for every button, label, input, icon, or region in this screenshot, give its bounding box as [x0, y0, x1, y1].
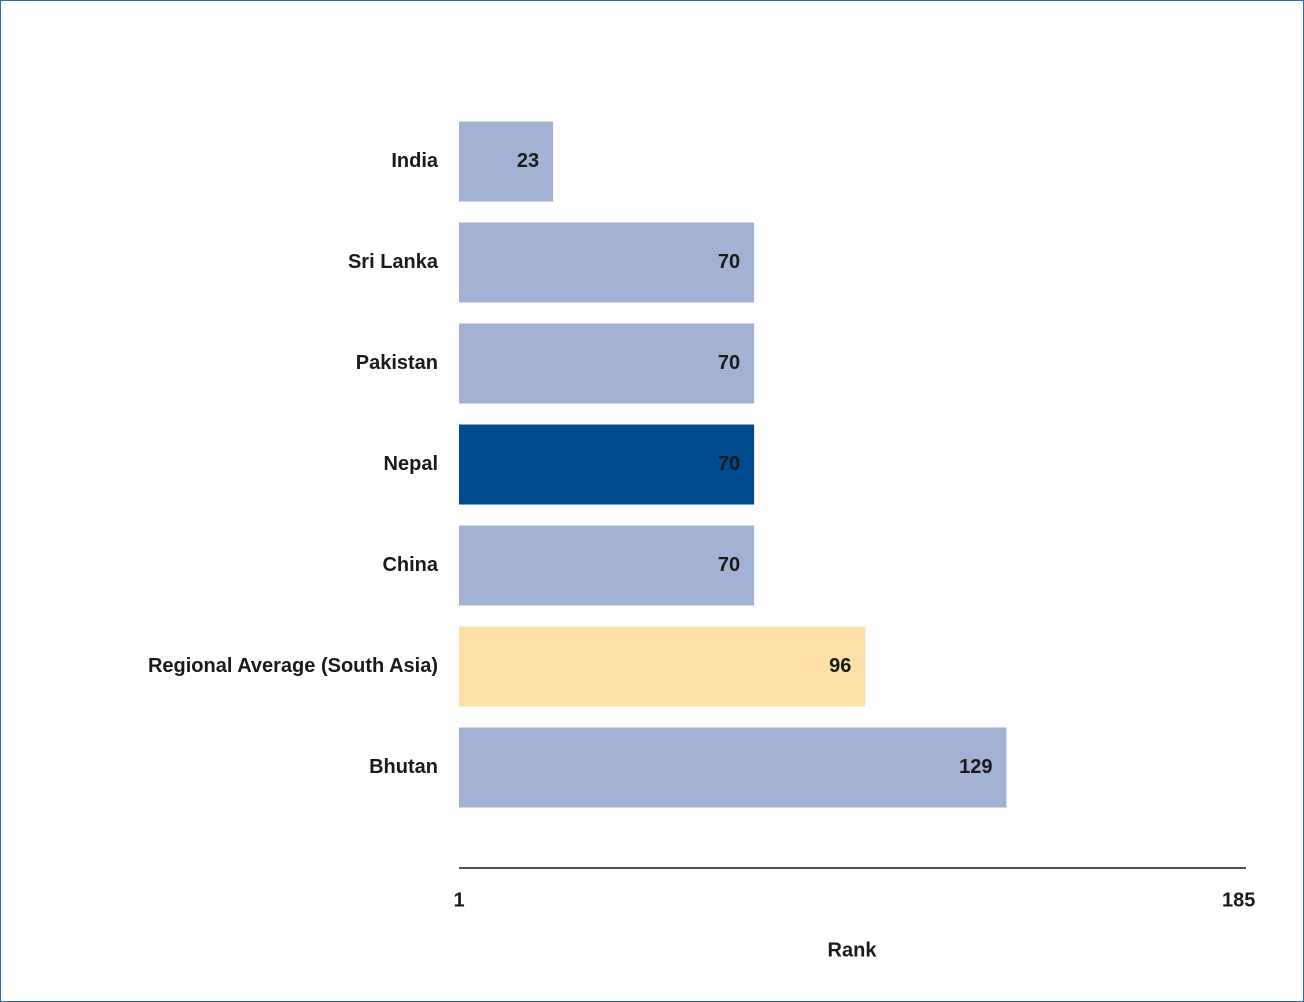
value-label: 70 [718, 251, 740, 273]
category-label: Regional Average (South Asia) [148, 655, 438, 677]
bar [459, 424, 755, 505]
value-label: 70 [718, 453, 740, 475]
bar [459, 222, 755, 303]
bar [459, 323, 755, 404]
category-label: Bhutan [369, 756, 438, 778]
bar [459, 727, 1007, 808]
category-label: Sri Lanka [348, 251, 439, 273]
category-label: Nepal [384, 453, 438, 475]
value-label: 96 [829, 655, 851, 677]
category-label: India [391, 150, 439, 172]
value-label: 70 [718, 352, 740, 374]
x-axis-label: Rank [828, 939, 878, 961]
bar [459, 525, 755, 606]
x-tick-label: 185 [1222, 889, 1255, 911]
bar [459, 121, 554, 202]
value-label: 70 [718, 554, 740, 576]
value-label: 23 [517, 150, 539, 172]
category-label: Pakistan [356, 352, 438, 374]
bar [459, 626, 866, 707]
value-label: 129 [959, 756, 992, 778]
x-tick-label: 1 [453, 889, 464, 911]
category-label: China [382, 554, 438, 576]
